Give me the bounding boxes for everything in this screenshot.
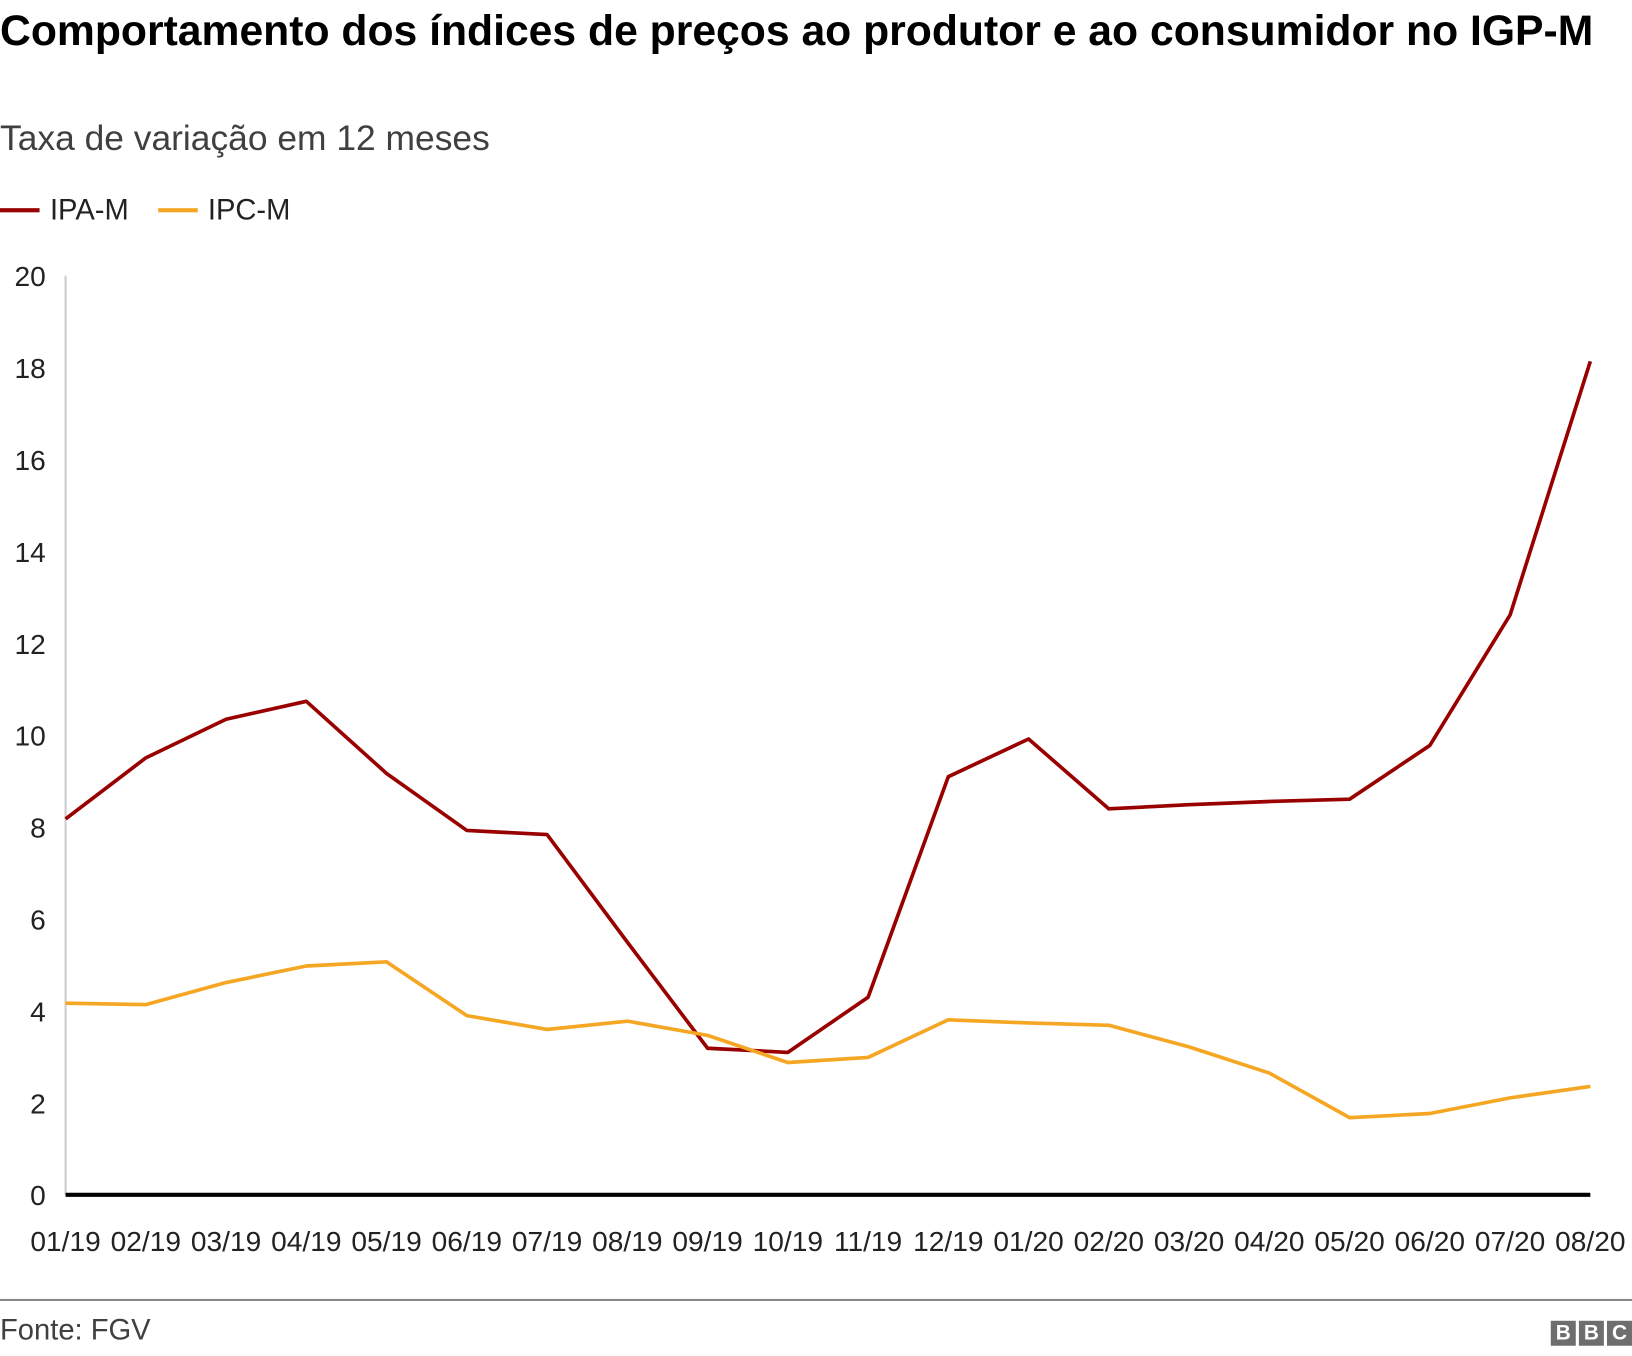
y-tick-label: 14 — [15, 537, 46, 568]
y-tick-label: 16 — [15, 445, 46, 476]
legend-swatch-ipa-m — [0, 208, 40, 213]
source-note: Fonte: FGV — [0, 1313, 151, 1346]
x-tick-label: 04/20 — [1234, 1226, 1304, 1257]
line-chart: 0 2 4 6 8 10 12 14 16 18 20 01/19 02/19 03/19 04/19 05/… — [15, 261, 1626, 1257]
legend-item-ipc-m: IPC-M — [157, 193, 291, 227]
y-tick-label: 4 — [30, 996, 46, 1027]
x-tick-label: 10/19 — [753, 1226, 823, 1257]
chart-subtitle: Taxa de variação em 12 meses — [0, 118, 490, 159]
logo-letter: B — [1550, 1320, 1576, 1346]
y-tick-label: 18 — [15, 353, 46, 384]
y-tick-label: 0 — [30, 1180, 46, 1211]
logo-letter: B — [1578, 1320, 1604, 1346]
x-tick-label: 02/19 — [111, 1226, 181, 1257]
x-tick-label: 06/19 — [432, 1226, 502, 1257]
legend-swatch-ipc-m — [157, 208, 198, 213]
x-tick-label: 11/19 — [834, 1226, 902, 1257]
x-tick-label: 06/20 — [1395, 1226, 1465, 1257]
y-tick-label: 8 — [30, 813, 46, 844]
footer-divider — [0, 1298, 1632, 1301]
legend: IPA-M IPC-M — [0, 194, 320, 227]
x-tick-label: 08/19 — [592, 1226, 662, 1257]
y-tick-label: 12 — [15, 629, 46, 660]
x-tick-label: 03/20 — [1154, 1226, 1224, 1257]
x-tick-label: 08/20 — [1555, 1226, 1625, 1257]
series-line-ipa-m — [64, 360, 1593, 1055]
bbc-logo: B B C — [1550, 1320, 1632, 1346]
legend-label-ipc-m: IPC-M — [207, 193, 291, 226]
logo-letter: C — [1606, 1320, 1632, 1346]
x-tick-label: 03/19 — [191, 1226, 261, 1257]
chart-title: Comportamento dos índices de preços ao p… — [0, 6, 1594, 55]
y-tick-label: 20 — [15, 261, 46, 292]
x-tick-label: 02/20 — [1074, 1226, 1144, 1257]
series-line-ipc-m — [65, 960, 1591, 1120]
x-tick-label: 07/20 — [1475, 1226, 1545, 1257]
x-tick-label: 07/19 — [512, 1226, 582, 1257]
x-tick-label: 05/20 — [1314, 1226, 1384, 1257]
legend-item-ipa-m: IPA-M — [0, 194, 129, 227]
x-tick-label: 05/19 — [351, 1226, 421, 1257]
y-tick-label: 2 — [30, 1088, 46, 1119]
x-tick-label: 01/19 — [30, 1226, 100, 1257]
legend-label-ipa-m: IPA-M — [49, 193, 129, 226]
x-tick-label: 09/19 — [672, 1226, 742, 1257]
y-tick-label: 6 — [30, 905, 46, 936]
x-tick-label: 12/19 — [913, 1226, 983, 1257]
x-tick-label: 04/19 — [271, 1226, 341, 1257]
y-tick-label: 10 — [15, 721, 46, 752]
x-tick-label: 01/20 — [993, 1226, 1063, 1257]
